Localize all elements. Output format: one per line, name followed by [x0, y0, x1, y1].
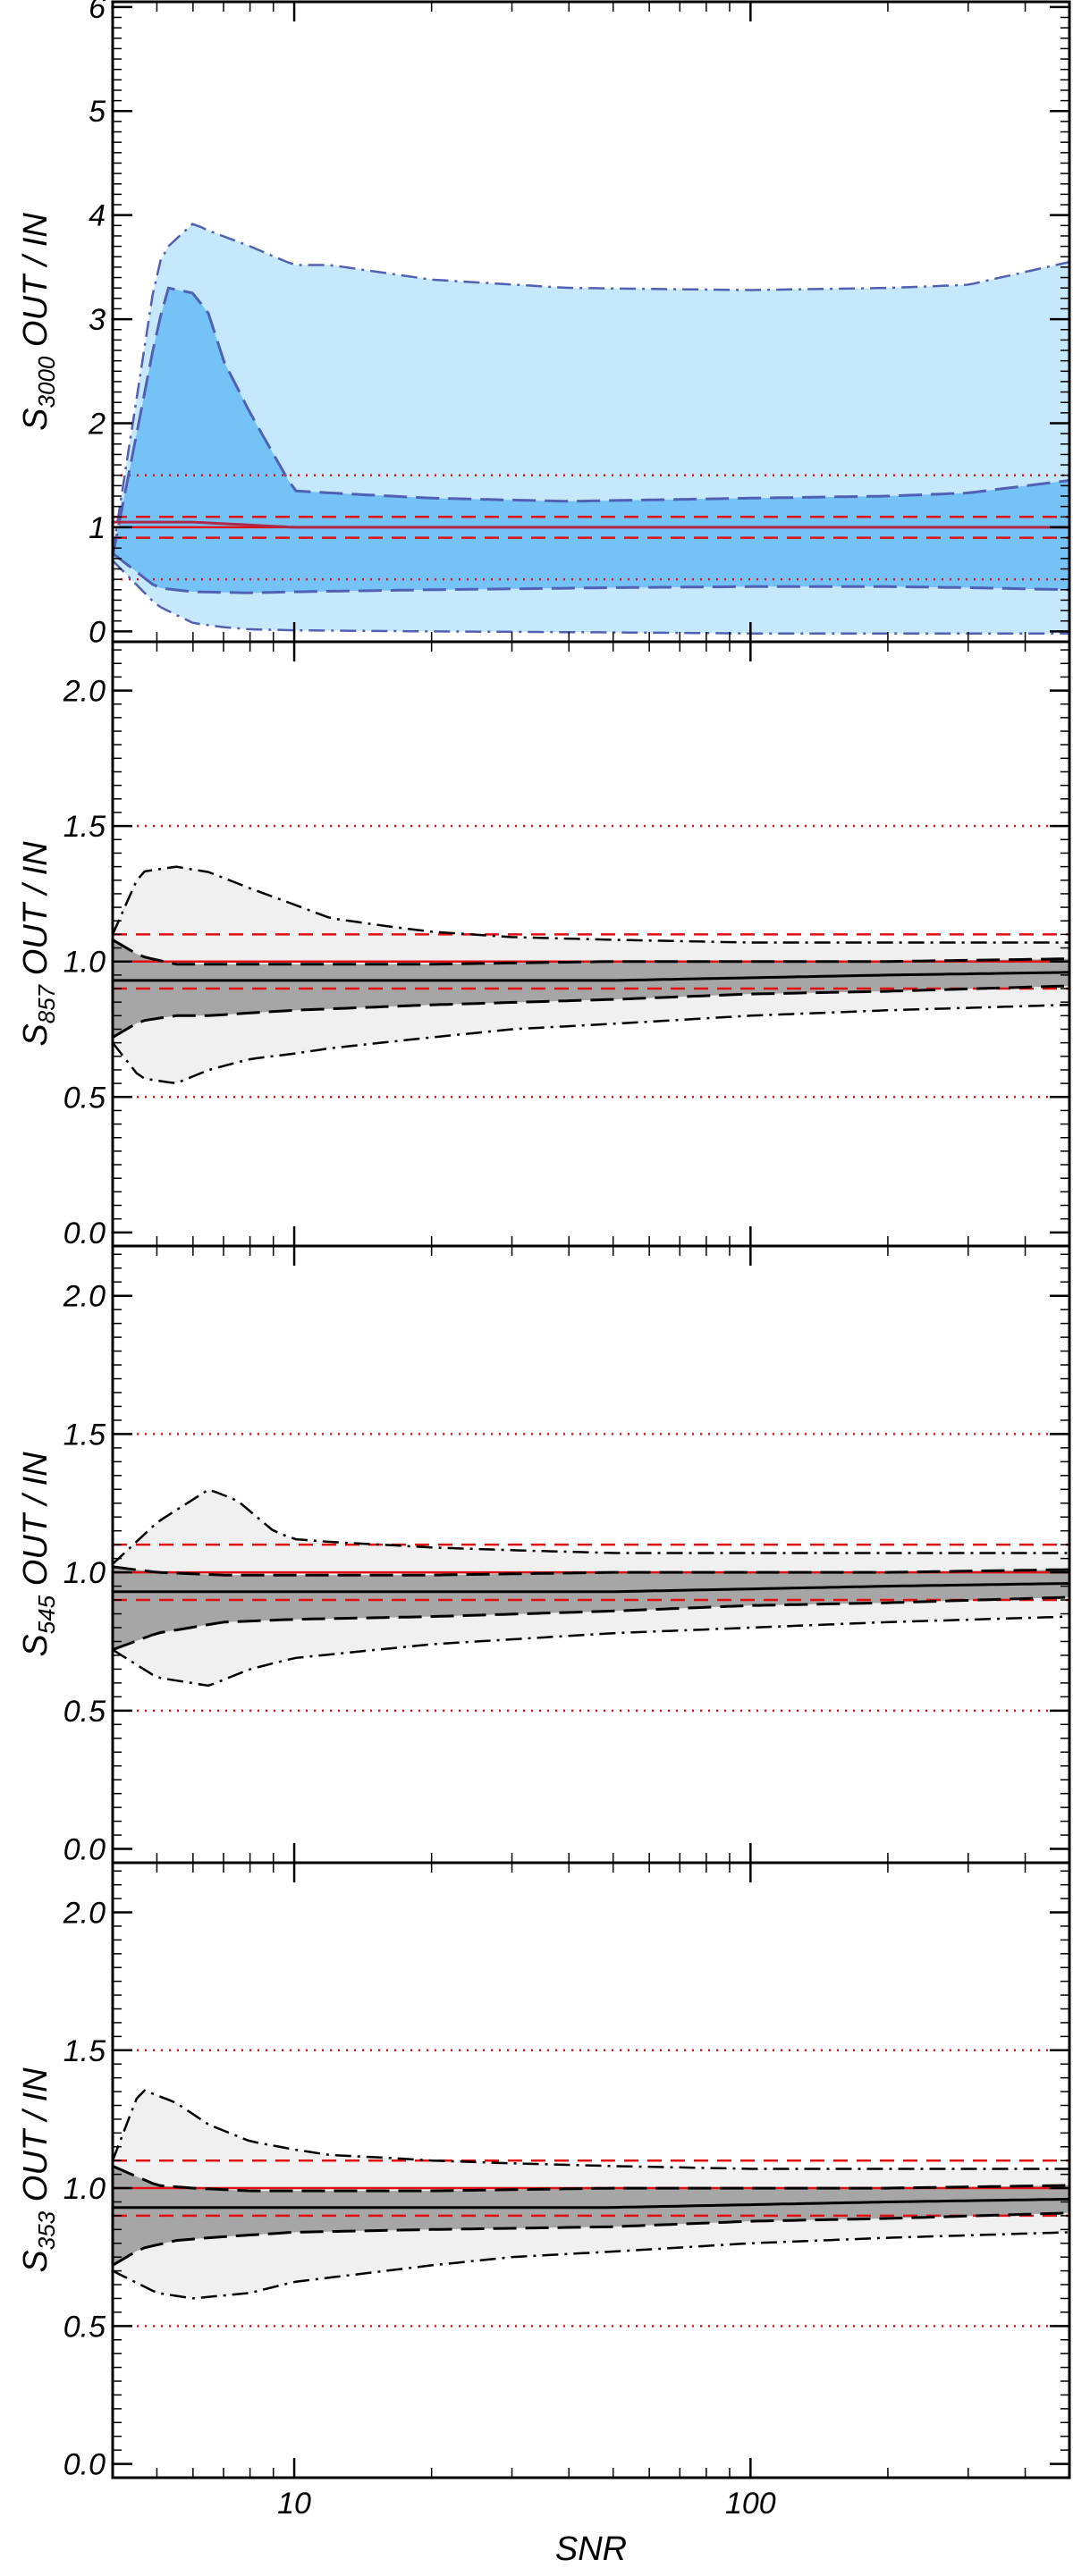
- y-tick-label: 2: [88, 408, 106, 442]
- series-upper-inner: [113, 286, 1069, 557]
- y-axis-title: S353 OUT / IN: [17, 2067, 60, 2273]
- series-lower-inner: [113, 551, 1069, 594]
- y-tick-label: 2.0: [63, 1280, 106, 1314]
- series-upper-outer: [113, 2089, 1069, 2170]
- y-tick-label: 0.5: [63, 1695, 106, 1729]
- y-tick-label: 3: [89, 303, 106, 337]
- y-axis-title-main: S: [17, 1634, 55, 1656]
- y-tick-label: 0.0: [63, 1216, 106, 1250]
- panel-857: 0.0 0.5 1.0 1.5 2.0 S857 OUT / IN: [17, 640, 1071, 1250]
- y-axis-title-sub: 545: [33, 1595, 60, 1634]
- series-lower-outer: [113, 1003, 1069, 1085]
- y-tick-label: 1.0: [63, 946, 106, 980]
- series-upper-outer: [113, 865, 1069, 944]
- series-upper-inner: [113, 939, 1069, 966]
- y-tick-label: 1.0: [63, 1556, 106, 1590]
- y-tick-label: 5: [89, 95, 106, 129]
- y-tick-label: 0.5: [63, 2310, 106, 2344]
- y-tick-label: 0.5: [63, 1081, 106, 1115]
- series-lower-inner: [113, 1595, 1069, 1652]
- series-lower-outer: [113, 2231, 1069, 2300]
- series-median: [113, 971, 1069, 982]
- panel-545: 0.0 0.5 1.0 1.5 2.0 S545 OUT / IN: [17, 1244, 1071, 1867]
- y-tick-label: 0.0: [63, 1833, 106, 1867]
- y-tick-label: 1.0: [63, 2172, 106, 2206]
- y-tick-label: 0: [89, 615, 106, 649]
- y-axis-title-sub: 3000: [33, 356, 60, 408]
- y-tick-label: 2.0: [63, 675, 106, 709]
- y-axis-title-rest: OUT / IN: [17, 213, 55, 357]
- y-tick-label: 6: [89, 0, 106, 25]
- plot-area: [113, 824, 1069, 1099]
- series-lower-inner: [113, 2211, 1069, 2267]
- x-tick-label: 10: [277, 2487, 311, 2521]
- series-upper-outer: [113, 223, 1069, 554]
- y-axis-title-rest: OUT / IN: [17, 1452, 55, 1595]
- y-axis-title-main: S: [17, 2250, 55, 2272]
- plot-area: [113, 1433, 1069, 1713]
- y-tick-label: 2.0: [63, 1897, 106, 1931]
- series-median: [113, 520, 1069, 529]
- series-upper-inner: [113, 2165, 1069, 2193]
- y-axis-title-main: S: [17, 408, 55, 430]
- x-axis-title: SNR: [555, 2530, 627, 2568]
- series-lower-outer: [113, 1615, 1069, 1688]
- y-axis-title: S857 OUT / IN: [17, 841, 60, 1047]
- series-median: [113, 2197, 1069, 2210]
- y-tick-label: 1.5: [63, 1418, 106, 1452]
- y-tick-label: 4: [89, 199, 106, 233]
- panel-3000: 0 1 2 3 4 5 6 S3000 OUT / IN: [17, 0, 1071, 649]
- y-axis-title-rest: OUT / IN: [17, 841, 55, 985]
- y-tick-label: 0.0: [63, 2448, 106, 2482]
- y-axis-title: S3000 OUT / IN: [17, 213, 60, 431]
- y-tick-label: 1.5: [63, 2034, 106, 2068]
- plot-area: [113, 2049, 1069, 2328]
- series-lower-outer: [113, 560, 1069, 635]
- x-tick-label: 100: [725, 2487, 776, 2521]
- series-upper-outer: [113, 1488, 1069, 1565]
- y-axis-title-rest: OUT / IN: [17, 2067, 55, 2211]
- y-tick-label: 1: [89, 511, 106, 545]
- y-axis-title-sub: 353: [33, 2210, 60, 2250]
- plot-area: [113, 223, 1069, 635]
- series-median: [113, 1582, 1069, 1594]
- panel-frame: [111, 1861, 1071, 2479]
- panel-353: 0.0 0.5 1.0 1.5 2.0 S353 OUT / IN 10 100 SNR: [17, 1861, 1071, 2568]
- y-axis-title-main: S: [17, 1023, 55, 1046]
- y-axis-title-sub: 857: [33, 983, 60, 1023]
- y-axis-title: S545 OUT / IN: [17, 1452, 60, 1657]
- series-lower-inner: [113, 984, 1069, 1039]
- y-tick-label: 1.5: [63, 810, 106, 844]
